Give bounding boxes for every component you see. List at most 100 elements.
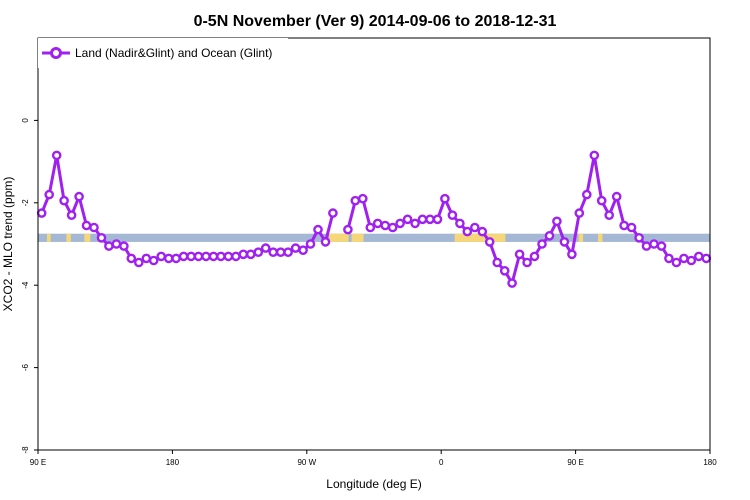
x-tick-label: 90 E [30,458,46,467]
x-tick-label: 90 E [567,458,583,467]
data-point [66,210,77,220]
data-point [522,257,532,268]
data-point [59,195,69,206]
x-tick-label: 0 [439,458,444,467]
land-band-segment [329,233,349,242]
data-point [372,218,383,229]
data-point [417,214,428,225]
data-point [596,195,607,206]
data-point [425,214,435,225]
data-point [447,210,458,220]
data-point [201,251,211,262]
data-point [245,249,256,260]
data-point [163,253,174,264]
data-point [380,220,391,231]
data-point [671,257,682,268]
data-point [634,232,644,243]
data-point [529,251,540,262]
data-point [305,239,316,249]
data-point [626,222,637,233]
data-point [455,218,465,229]
x-tick-label: 180 [703,458,717,467]
data-point [365,222,376,233]
data-point [74,191,84,202]
data-point [343,224,353,235]
data-point [36,208,47,218]
data-point [462,226,473,237]
y-axis: 0 -2 -4 -6 -8 [21,118,38,454]
land-band-segment [46,233,51,242]
land-band-segment [454,233,506,242]
land-band-segment [351,233,364,242]
data-point [104,241,114,251]
data-point [126,253,137,264]
data-point [350,195,361,206]
plot-frame [37,37,711,451]
data-point [193,251,204,262]
data-point [328,208,338,218]
data-point [178,251,189,262]
data-point [582,189,592,200]
data-point [238,249,249,260]
x-tick-label: 90 W [297,458,316,467]
data-point [216,251,226,262]
data-point [694,251,704,262]
data-point [567,249,577,260]
data-point [44,189,55,200]
y-tick-label: 0 [21,118,30,123]
data-point [410,218,420,229]
data-point [283,247,293,257]
y-tick-label: -4 [21,281,30,289]
data-point [656,241,667,251]
ocean-band [38,233,710,242]
data-point [514,249,525,260]
data-point [484,237,495,247]
series-layer [36,150,712,288]
data-point [231,251,241,262]
data-point [440,193,450,204]
data-point [664,253,674,264]
data-point [432,214,443,225]
data-point [313,224,323,235]
data-point [387,222,398,233]
data-point [357,193,368,204]
chart-title: 0-5N November (Ver 9) 2014-09-06 to 2018… [194,13,557,30]
y-tick-label: -6 [21,363,30,371]
data-point [499,265,510,276]
x-axis: 90 E 180 90 W 0 90 E 180 [30,450,717,467]
data-point [51,150,62,161]
data-point [701,253,712,264]
data-point [507,278,517,288]
data-point [619,220,629,231]
data-point [552,216,562,227]
legend-box [38,38,288,68]
data-point [141,253,152,264]
data-point [268,247,279,257]
legend: Land (Nadir&Glint) and Ocean (Glint) [38,38,288,68]
data-point [156,251,166,262]
data-point [604,210,615,220]
legend-label: Land (Nadir&Glint) and Ocean (Glint) [75,46,272,60]
data-point [208,251,219,262]
data-point [469,222,480,233]
land-band-segment [66,233,71,242]
data-point [477,226,488,237]
data-point [589,150,600,161]
data-point [544,230,555,241]
data-point [641,241,652,251]
data-point [559,237,570,247]
data-point [253,247,264,257]
land-band-segment [84,233,91,242]
data-point [290,243,301,253]
data-point [223,251,234,262]
y-tick-label: -2 [21,199,30,207]
data-point [649,239,659,249]
data-point [133,257,144,268]
data-point [119,241,129,251]
data-point [260,243,271,253]
data-point [298,245,308,255]
series-line [40,153,335,264]
data-point [89,222,99,233]
y-tick-label: -8 [21,446,30,454]
